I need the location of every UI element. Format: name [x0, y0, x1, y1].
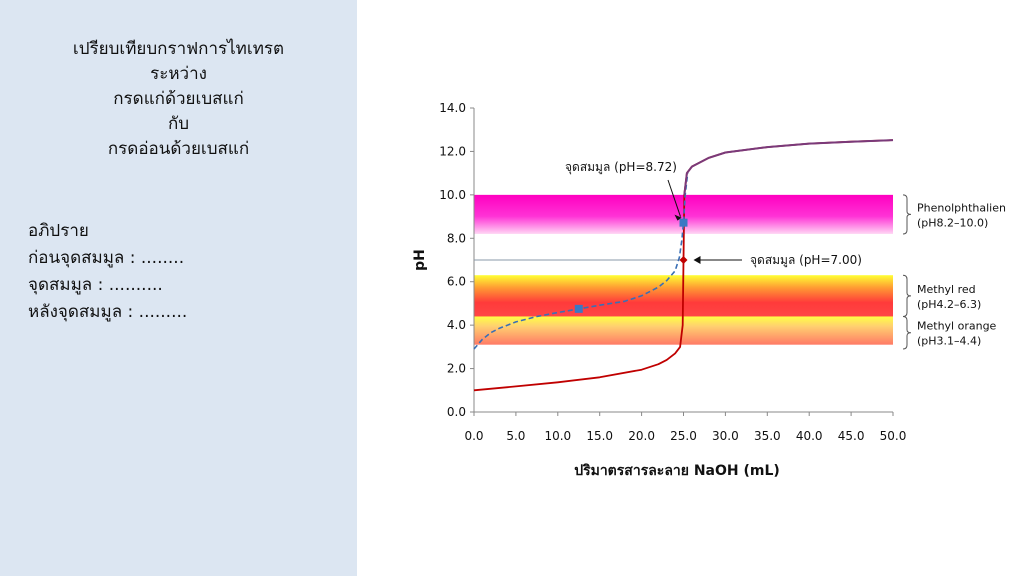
indicator-name: Methyl orange [917, 320, 997, 333]
x-tick-label: 15.0 [586, 429, 613, 443]
indicator-range: (pH4.2–6.3) [917, 298, 981, 311]
left-panel: เปรียบเทียบกราฟการไทเทรต ระหว่าง กรดแก่ด… [0, 0, 357, 576]
x-tick-label: 10.0 [544, 429, 571, 443]
x-tick-label: 20.0 [628, 429, 655, 443]
title-line: กรดแก่ด้วยเบสแก่ [113, 89, 244, 109]
x-axis-label: ปริมาตรสารละลาย NaOH (mL) [574, 463, 780, 479]
y-tick-label: 8.0 [447, 231, 466, 245]
x-tick-label: 40.0 [796, 429, 823, 443]
x-tick-label: 30.0 [712, 429, 739, 443]
title-line: กรดอ่อนด้วยเบสแก่ [107, 139, 250, 159]
discussion-after-equivalence: หลังจุดสมมูล : ......... [28, 302, 188, 322]
y-tick-label: 6.0 [447, 275, 466, 289]
annotation-arrow [667, 179, 681, 217]
title-line: ระหว่าง [150, 64, 207, 84]
arrow-head [693, 256, 701, 264]
diamond-marker [679, 256, 688, 264]
merged-curve [683, 139, 894, 196]
brace [902, 274, 912, 317]
indicator-name: Phenolphthalien [917, 201, 1006, 214]
annotations: จุดสมมูล (pH=8.72) จุดสมมูล (pH=7.00) [565, 160, 862, 268]
x-tick-label: 50.0 [880, 429, 907, 443]
indicator-range: (pH3.1–4.4) [917, 335, 981, 348]
indicator-labels: Phenolphthalien (pH8.2–10.0) Methyl red (pH… [902, 194, 1006, 350]
square-marker [574, 304, 583, 313]
discussion-heading: อภิปราย [28, 221, 89, 241]
x-tick-label: 45.0 [838, 429, 865, 443]
arrow-head [674, 214, 682, 221]
y-tick-label: 10.0 [439, 188, 466, 202]
title-line: เปรียบเทียบกราฟการไทเทรต [72, 39, 285, 59]
discussion-block: อภิปราย ก่อนจุดสมมูล : ........ จุดสมมูล… [28, 218, 187, 326]
x-tick-label: 35.0 [754, 429, 781, 443]
point-markers [574, 218, 688, 313]
y-tick-label: 2.0 [447, 362, 466, 376]
title-line: กับ [167, 114, 190, 134]
annotation-label: จุดสมมูล (pH=8.72) [565, 160, 677, 175]
brace [902, 315, 912, 350]
weak-acid-curve [473, 173, 689, 350]
discussion-before-equivalence: ก่อนจุดสมมูล : ........ [28, 248, 185, 268]
y-tick-label: 14.0 [439, 101, 466, 115]
brace [902, 194, 912, 235]
x-tick-label: 25.0 [670, 429, 697, 443]
y-tick-label: 12.0 [439, 144, 466, 158]
discussion-equivalence: จุดสมมูล : .......... [28, 275, 163, 295]
x-tick-label: 0.0 [464, 429, 483, 443]
indicator-range: (pH8.2–10.0) [917, 216, 988, 229]
slide-title: เปรียบเทียบกราฟการไทเทรต ระหว่าง กรดแก่ด… [0, 37, 357, 162]
y-tick-label: 4.0 [447, 318, 466, 332]
series-lines [473, 139, 894, 392]
square-marker [679, 218, 688, 227]
indicator-name: Methyl red [917, 283, 976, 296]
axes: 0.0 2.0 4.0 6.0 8.0 10.0 12.0 14.0 0.0 5.0 10.0 15.… [439, 101, 906, 443]
y-tick-label: 0.0 [447, 405, 466, 419]
y-axis-label: pH [412, 249, 428, 271]
annotation-label: จุดสมมูล (pH=7.00) [750, 253, 862, 268]
x-tick-label: 5.0 [506, 429, 525, 443]
